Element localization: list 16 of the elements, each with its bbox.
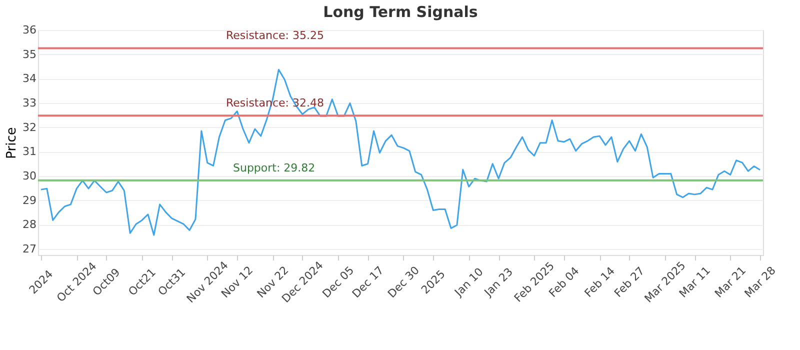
y-tick-label: 29 (22, 194, 36, 207)
y-tick-label: 36 (22, 24, 36, 36)
y-tick-label: 30 (22, 169, 36, 182)
y-tick-label: 28 (22, 218, 36, 232)
chart-title: Long Term Signals (323, 3, 478, 21)
y-axis-title: Price (4, 127, 20, 159)
y-tick-label: 32 (22, 120, 36, 134)
y-tick-label: 34 (22, 72, 36, 86)
y-tick-label: 27 (22, 242, 36, 256)
y-tick-label: 31 (22, 145, 36, 158)
line-series (40, 68, 761, 236)
ref-line-label: Resistance: 35.25 (226, 29, 324, 42)
x-tick-label: Dec 30 (385, 264, 422, 300)
ref-line-label: Support: 29.82 (233, 161, 316, 174)
y-tick-label: 35 (22, 48, 36, 61)
y-tick-label: 33 (22, 96, 36, 110)
